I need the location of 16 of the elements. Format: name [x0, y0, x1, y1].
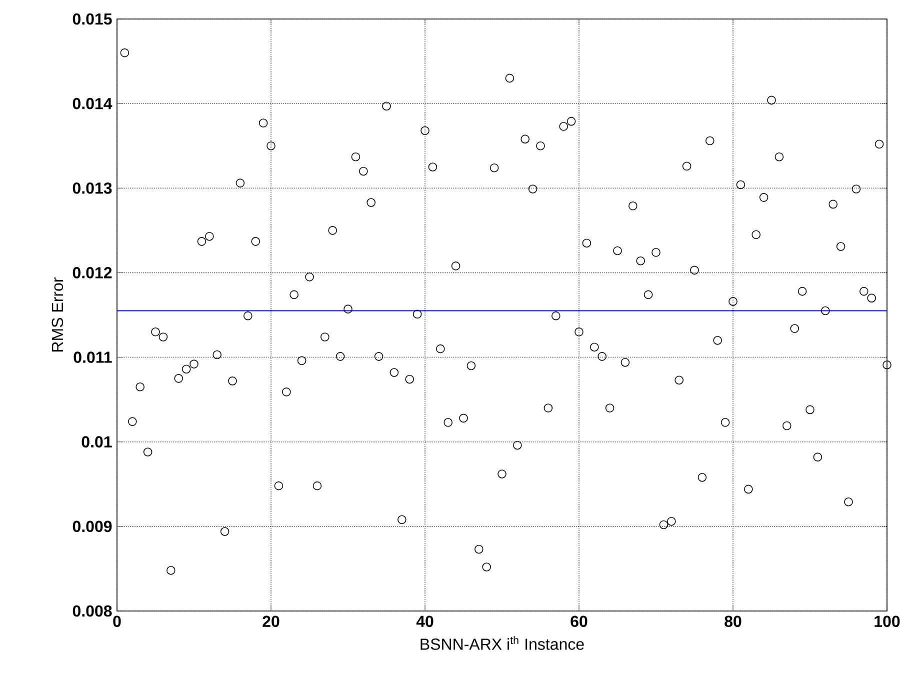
x-axis-title: BSNN-ARX i$^{th}$ Instance: [420, 636, 584, 650]
y-tick-label: 0.011: [74, 352, 112, 363]
y-tick-label: 0.008: [72, 605, 112, 617]
y-tick-label: 0.009: [72, 520, 112, 532]
x-tick-label: 0: [113, 616, 121, 628]
x-tick-label: 60: [570, 616, 588, 628]
x-tick-label: 100: [874, 616, 900, 628]
y-tick-label: 0.015: [72, 13, 112, 25]
y-tick-label: 0.012: [72, 267, 112, 278]
x-tick-label: 80: [724, 616, 742, 628]
x-tick-label: 20: [262, 616, 280, 628]
y-axis-title: RMS Error: [52, 278, 64, 352]
y-tick-label: 0.01: [82, 436, 112, 448]
y-tick-label: 0.013: [72, 182, 112, 194]
x-tick-label: 40: [416, 616, 434, 628]
y-tick-label: 0.014: [72, 98, 112, 110]
